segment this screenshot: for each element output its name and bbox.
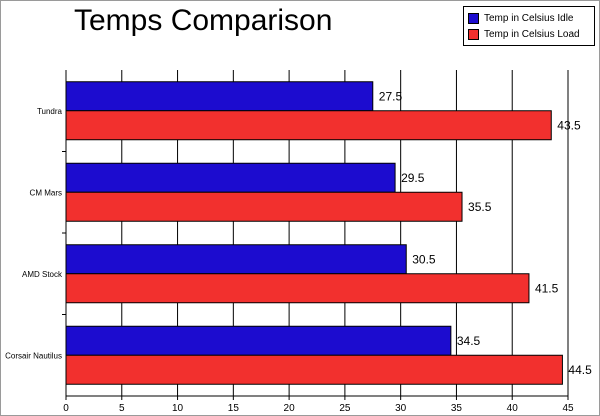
x-tick-label: 10 [172,403,184,414]
x-tick-label: 15 [228,403,240,414]
category-label: CM Mars [30,188,62,197]
data-label: 30.5 [412,252,436,266]
legend-item-load: Temp in Celsius Load [468,27,580,41]
data-label: 41.5 [535,281,559,295]
bar-idle [65,325,452,356]
category-label: Tundra [37,107,63,116]
x-tick-label: 0 [63,403,69,414]
legend-label-load: Temp in Celsius Load [484,28,580,40]
data-label: 34.5 [457,334,481,348]
bar-load [65,191,463,222]
bar-load [65,273,530,304]
data-label: 27.5 [379,89,403,103]
x-tick-label: 20 [284,403,296,414]
x-tick-label: 25 [339,403,351,414]
bar-idle [65,244,407,275]
x-tick-label: 5 [119,403,125,414]
legend: Temp in Celsius Idle Temp in Celsius Loa… [463,6,595,46]
x-tick-label: 40 [507,403,519,414]
bar-idle [65,162,396,193]
data-label: 29.5 [401,171,425,185]
data-label: 35.5 [468,200,492,214]
category-label: AMD Stock [22,270,63,279]
legend-swatch-idle [468,12,479,24]
x-tick-label: 35 [451,403,463,414]
legend-label-idle: Temp in Celsius Idle [484,12,574,24]
chart-title: Temps Comparison [74,4,333,37]
x-tick-label: 45 [562,403,574,414]
legend-swatch-load [468,28,479,40]
data-label: 44.5 [568,363,592,377]
legend-item-idle: Temp in Celsius Idle [468,11,573,25]
category-label: Corsair Nautilus [5,351,62,360]
bar-idle [65,81,374,112]
x-tick-label: 30 [395,403,407,414]
bar-load [65,354,563,385]
bar-load [65,110,552,141]
data-label: 43.5 [557,118,581,132]
